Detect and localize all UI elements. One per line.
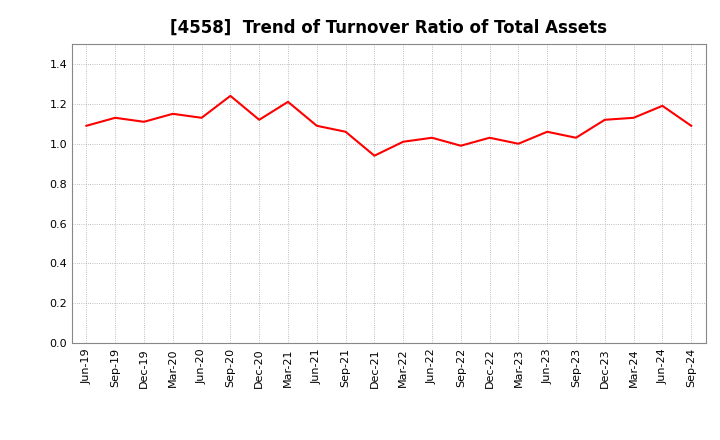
- Title: [4558]  Trend of Turnover Ratio of Total Assets: [4558] Trend of Turnover Ratio of Total …: [171, 19, 607, 37]
